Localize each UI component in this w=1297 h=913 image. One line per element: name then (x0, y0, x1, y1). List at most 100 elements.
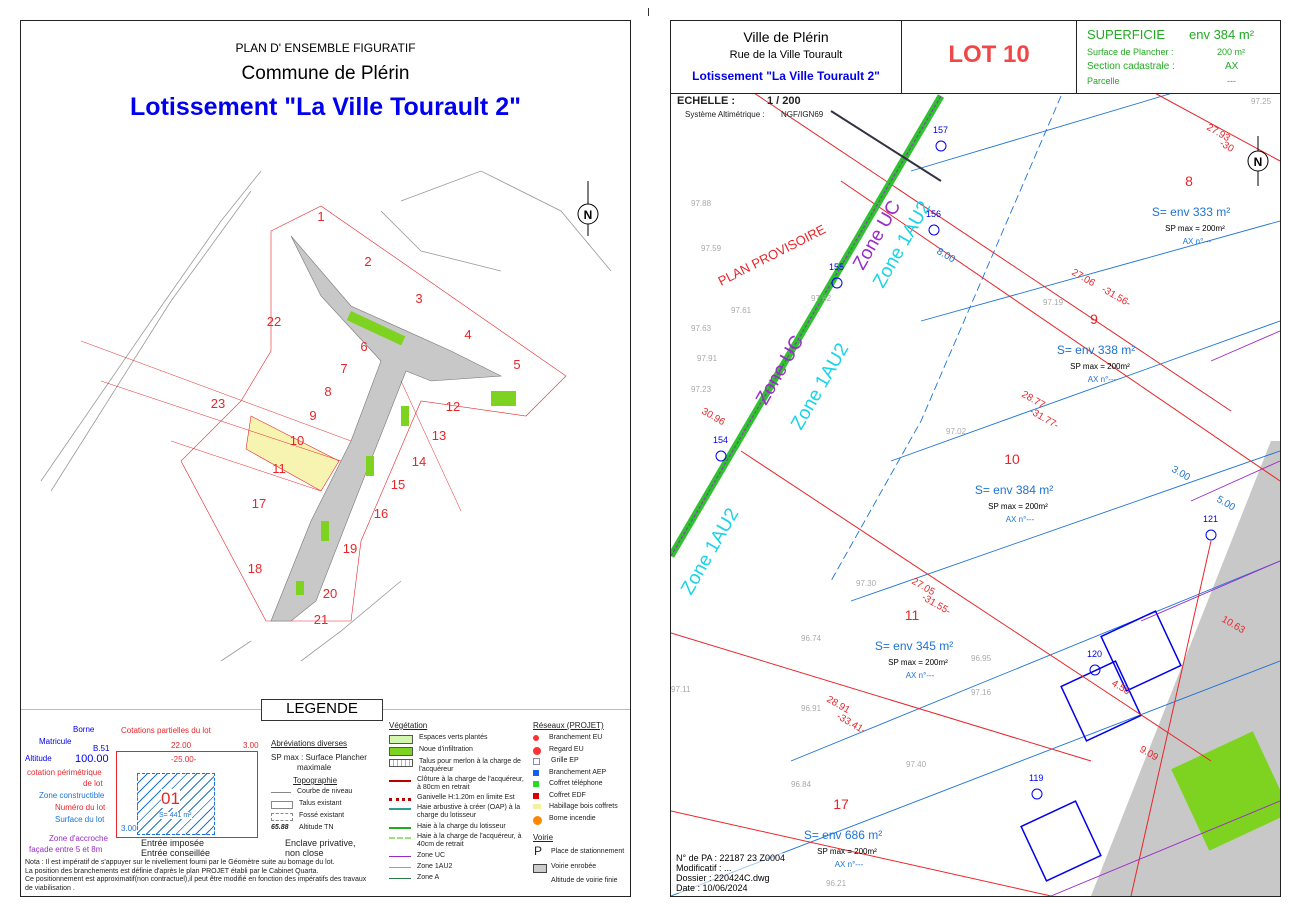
lot-label[interactable]: 15 (391, 477, 405, 492)
lot-label[interactable]: 4 (464, 327, 471, 342)
lot-number-label[interactable]: 17 (833, 796, 849, 812)
lot-surface: S= env 686 m² (804, 828, 882, 842)
lot-label[interactable]: 17 (252, 496, 266, 511)
lot-number-label[interactable]: 10 (1004, 451, 1020, 467)
provisional-stamp: PLAN PROVISOIRE (716, 221, 829, 288)
reseaux-item: Branchement EU (533, 734, 602, 742)
vegetation-item: Haie à la charge du lotisseur (389, 823, 527, 831)
vegetation-item: Clôture à la charge de l'acquéreur, à 80… (389, 776, 527, 792)
topo-item: Talus existant (271, 800, 341, 809)
lot-label[interactable]: 9 (309, 408, 316, 423)
vegetation-item-text: Haie à la charge du lotisseur (417, 823, 506, 830)
lot-label[interactable]: 16 (374, 506, 388, 521)
lot-label[interactable]: 7 (340, 361, 347, 376)
dimension-label: 5.00 (1215, 494, 1238, 513)
lot-label[interactable]: 3 (415, 291, 422, 306)
imposee-label: Entrée imposée (141, 838, 205, 848)
lot-label[interactable]: 8 (324, 384, 331, 399)
vegetation-item-symbol (389, 808, 411, 810)
lot-label[interactable]: 13 (432, 428, 446, 443)
lot-sp-max: SP max = 200m² (888, 658, 948, 667)
svg-text:N: N (1254, 155, 1263, 169)
date: Date : 10/06/2024 (676, 883, 748, 893)
reseaux-item: Coffret EDF (533, 792, 586, 800)
lot-label[interactable]: 20 (323, 586, 337, 601)
svg-text:N: N (584, 208, 593, 222)
lot-label[interactable]: 1 (317, 209, 324, 224)
lot-ax: AX n°--- (1006, 515, 1035, 524)
vegetation-item-symbol (389, 747, 413, 756)
zone-label: Zone UC (752, 332, 808, 408)
vegetation-item: Espaces verts plantés (389, 734, 529, 744)
superficie-label: SUPERFICIE (1087, 27, 1166, 42)
scale-label: ECHELLE : (677, 95, 736, 107)
lot-ax: AX n°--- (1183, 237, 1212, 246)
reseaux-item: Borne incendie (533, 815, 596, 825)
lot-label[interactable]: 11 (272, 461, 286, 476)
lot-label[interactable]: 18 (248, 561, 262, 576)
lot-sp-max: SP max = 200m² (1165, 224, 1225, 233)
abbrev-heading: Abréviations diverses (271, 739, 348, 748)
altitude-label: Altitude (25, 754, 52, 763)
lot-number: LOT 10 (948, 41, 1030, 68)
altitude-label: 97.63 (691, 324, 712, 333)
voirie-item-text: Place de stationnement (551, 848, 625, 855)
topo-item-symbol: 65.88 (271, 824, 289, 831)
voirie-item-text: Altitude de voirie finie (551, 877, 618, 884)
reseaux-item-text: Branchement EU (549, 734, 603, 741)
title-block-area: SUPERFICIE env 384 m² Surface de Planche… (1077, 21, 1280, 94)
lot-label[interactable]: 21 (314, 612, 328, 627)
survey-point-label: 121 (1203, 514, 1218, 524)
lot-label[interactable]: 23 (211, 396, 225, 411)
lot-label[interactable]: 14 (412, 454, 426, 469)
survey-marker-icon (935, 140, 947, 152)
lot-number-label[interactable]: 8 (1185, 173, 1193, 189)
vegetation-item-text: Talus pour merlon à la charge de l'acqué… (419, 758, 521, 773)
lot-ax: AX n°--- (906, 671, 935, 680)
vegetation-item: Zone A (389, 874, 527, 882)
sample-surface: S= 441 m² (159, 812, 192, 819)
lot-surface: S= env 333 m² (1152, 205, 1230, 219)
enclave-label: Enclave privative, (285, 838, 356, 848)
lot-label[interactable]: 12 (446, 399, 460, 414)
enclave-label: non close (285, 848, 324, 858)
lot-surface: S= env 384 m² (975, 483, 1053, 497)
zone-label: Zone 1AU2 (677, 505, 743, 599)
superficie-value: env 384 m² (1189, 27, 1255, 42)
altitude-label: 96.95 (971, 654, 992, 663)
lot-number-label[interactable]: 9 (1090, 311, 1098, 327)
altitude-label: 97.02 (946, 427, 967, 436)
sample-lot-number: 01 (161, 789, 180, 808)
numero-label: Numéro du lot (55, 803, 106, 812)
topo-item-text: Altitude TN (299, 824, 334, 831)
commune-name: Commune de Plérin (241, 63, 410, 84)
dimension-label: -31.56- (1100, 284, 1133, 309)
dimension-label: -33.41- (835, 711, 868, 736)
lot-label[interactable]: 6 (360, 339, 367, 354)
voirie-item: Place de stationnement (533, 848, 624, 856)
reseaux-heading: Réseaux (PROJET) (533, 721, 604, 730)
file-info: N° de PA : 22187 23 Z0004 Modificatif : … (676, 853, 786, 893)
lot-label[interactable]: 10 (290, 433, 304, 448)
dimension-label: -31.77- (1028, 406, 1061, 431)
vegetation-item-text: Haie à la charge de l'acquéreur, à 40cm … (417, 833, 522, 848)
legend-heading: LEGENDE (261, 699, 383, 721)
reseaux-item-symbol (533, 792, 539, 799)
voirie-item-text: Voirie enrobée (551, 863, 597, 870)
lot-label[interactable]: 2 (364, 254, 371, 269)
topo-item-symbol (271, 792, 291, 793)
altitude-label: 96.91 (801, 704, 822, 713)
lot-label[interactable]: 5 (513, 357, 520, 372)
title-block-lot: LOT 10 (902, 21, 1077, 94)
lot-number-label[interactable]: 11 (905, 607, 920, 623)
lot-label[interactable]: 19 (343, 541, 357, 556)
plan-title: Lotissement "La Ville Tourault 2" (130, 93, 521, 121)
survey-marker-icon (1031, 788, 1043, 800)
perim-label: cotation périmétrique (27, 768, 102, 777)
nota: Nota : Il est impératif de s'appuyer sur… (25, 859, 370, 893)
modificatif: Modificatif : ... (676, 863, 732, 873)
conseillee-label: Entrée conseillée (141, 848, 211, 858)
lot-label[interactable]: 22 (267, 314, 281, 329)
voirie-heading: Voirie (533, 833, 554, 842)
reseaux-item-text: Coffret EDF (549, 791, 586, 799)
